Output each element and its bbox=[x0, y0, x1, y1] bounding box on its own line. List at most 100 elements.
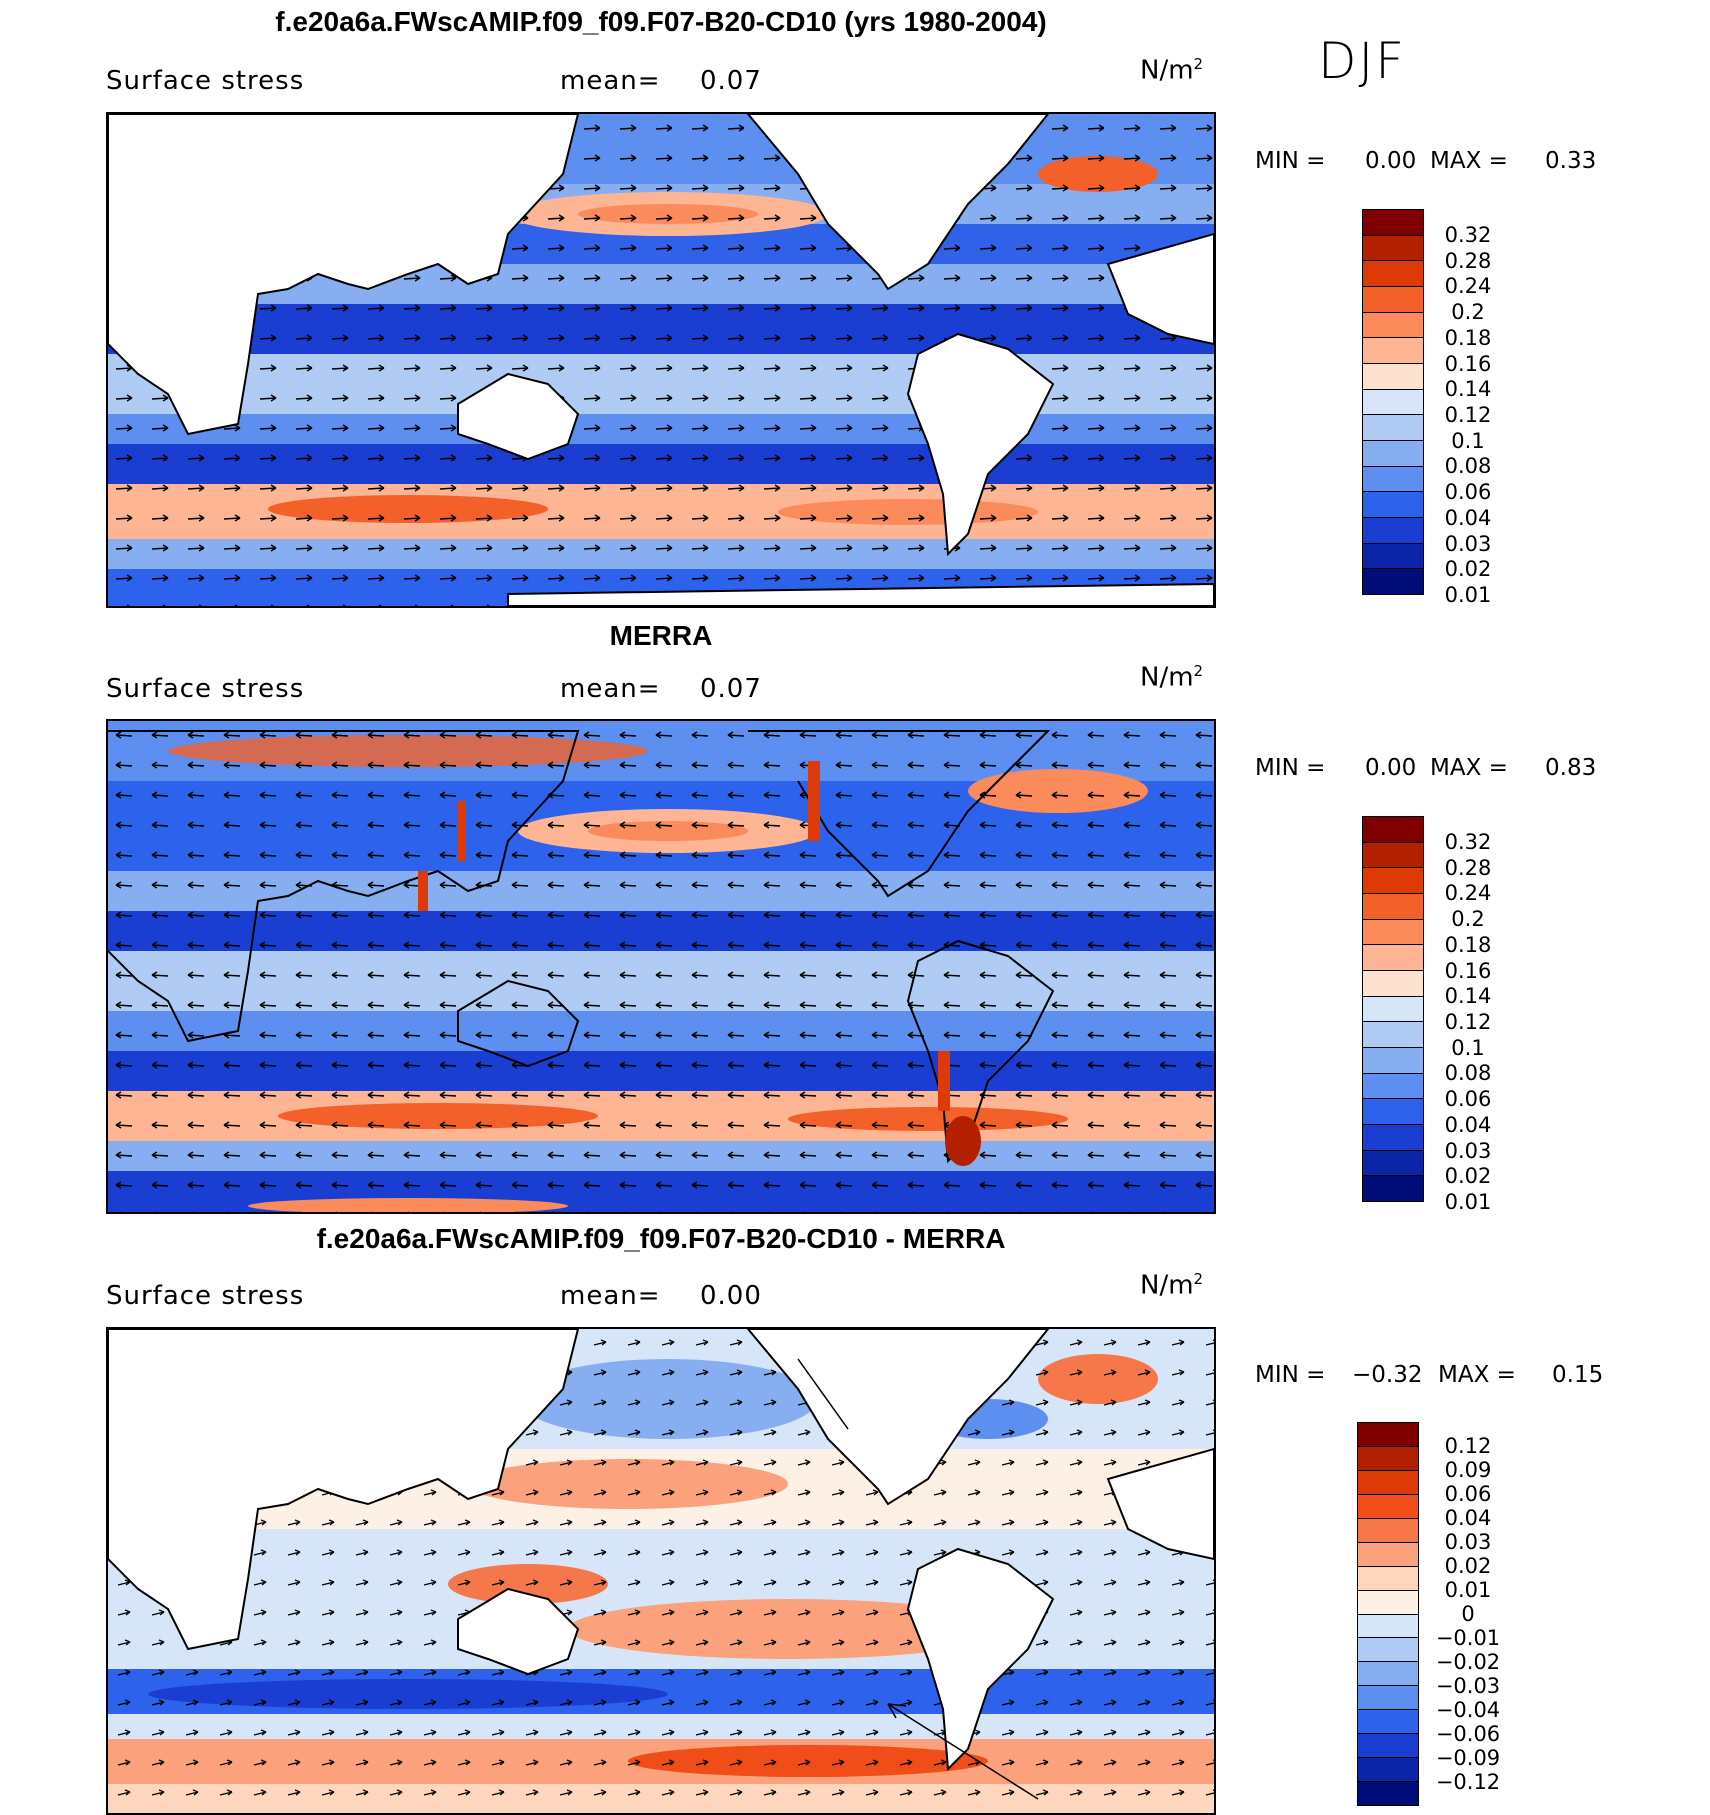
colorbar-swatch bbox=[1358, 1661, 1418, 1686]
colorbar-label: 0.18 bbox=[1444, 932, 1492, 957]
colorbar-label: −0.03 bbox=[1435, 1674, 1501, 1698]
colorbar-swatch bbox=[1363, 542, 1423, 569]
colorbar-swatch bbox=[1363, 440, 1423, 466]
colorbar-swatch bbox=[1363, 867, 1423, 894]
panel3-mean-value: 0.00 bbox=[700, 1281, 762, 1311]
panel3-max-value: 0.15 bbox=[1552, 1362, 1604, 1388]
colorbar-label: 0.01 bbox=[1444, 583, 1492, 608]
colorbar-label: 0.02 bbox=[1444, 1164, 1492, 1189]
panel2-max-value: 0.83 bbox=[1545, 755, 1597, 781]
colorbar-swatch bbox=[1363, 841, 1423, 868]
colorbar-label: 0.03 bbox=[1444, 531, 1492, 556]
panel2-mean-label: mean= bbox=[560, 674, 661, 704]
colorbar-label: −0.09 bbox=[1435, 1746, 1501, 1770]
colorbar-swatch bbox=[1363, 210, 1423, 235]
colorbar-swatch bbox=[1363, 1175, 1423, 1202]
panel1-max-value: 0.33 bbox=[1545, 148, 1597, 174]
colorbar-label: 0.16 bbox=[1444, 351, 1492, 376]
colorbar-label: −0.01 bbox=[1435, 1626, 1501, 1650]
colorbar-label: 0.12 bbox=[1444, 1434, 1492, 1458]
colorbar-label: 0.2 bbox=[1451, 907, 1485, 932]
panel3-colorbar-labels: 0.12 0.09 0.06 0.04 0.03 0.02 0.01 0 −0.01 −0.02−… bbox=[1433, 1434, 1513, 1794]
colorbar-label: 0.12 bbox=[1444, 1010, 1492, 1035]
colorbar-label: 0.18 bbox=[1444, 325, 1492, 350]
panel1-min-label: MIN = bbox=[1255, 148, 1326, 174]
colorbar-swatch bbox=[1363, 363, 1423, 389]
panel3-units: N/m2 bbox=[1140, 1270, 1204, 1301]
panel2-map bbox=[106, 719, 1216, 1214]
colorbar-label: 0.06 bbox=[1444, 1087, 1492, 1112]
panel3-colorbar bbox=[1357, 1422, 1419, 1806]
colorbar-label: −0.04 bbox=[1435, 1698, 1501, 1722]
colorbar-swatch bbox=[1363, 1098, 1423, 1125]
colorbar-label: 0.03 bbox=[1444, 1530, 1492, 1554]
panel3-map-canvas bbox=[108, 1329, 1214, 1813]
colorbar-swatch bbox=[1363, 1021, 1423, 1048]
colorbar-swatch bbox=[1358, 1613, 1418, 1638]
colorbar-label: 0.04 bbox=[1444, 1506, 1492, 1530]
panel1-title: f.e20a6a.FWscAMIP.f09_f09.F07-B20-CD10 (… bbox=[275, 6, 1047, 37]
colorbar-swatch bbox=[1358, 1757, 1418, 1782]
colorbar-swatch bbox=[1363, 893, 1423, 919]
colorbar-swatch bbox=[1358, 1541, 1418, 1566]
panel2-variable: Surface stress bbox=[106, 674, 305, 704]
colorbar-swatch bbox=[1363, 234, 1423, 261]
colorbar-swatch bbox=[1363, 286, 1423, 312]
colorbar-swatch bbox=[1358, 1565, 1418, 1590]
colorbar-label: 0.04 bbox=[1444, 505, 1492, 530]
season-label: DJF bbox=[1318, 32, 1407, 90]
colorbar-label: 0.14 bbox=[1444, 377, 1492, 402]
colorbar-label: −0.12 bbox=[1435, 1770, 1501, 1794]
panel2-mean-value: 0.07 bbox=[700, 674, 762, 704]
colorbar-swatch bbox=[1363, 260, 1423, 287]
colorbar-label: 0.28 bbox=[1444, 855, 1492, 880]
panel1-map bbox=[106, 112, 1216, 608]
colorbar-swatch bbox=[1358, 1445, 1418, 1470]
colorbar-label: 0.12 bbox=[1444, 403, 1492, 428]
colorbar-label: 0.08 bbox=[1444, 1061, 1492, 1086]
colorbar-label: 0.03 bbox=[1444, 1138, 1492, 1163]
panel1-colorbar-labels: 0.32 0.28 0.24 0.2 0.18 0.16 0.14 0.12 0.1 0.08 0.… bbox=[1433, 223, 1503, 609]
colorbar-label: 0.24 bbox=[1444, 274, 1492, 299]
colorbar-swatch bbox=[1363, 388, 1423, 415]
panel2-min-label: MIN = bbox=[1255, 755, 1326, 781]
panel3-map bbox=[106, 1327, 1216, 1815]
colorbar-swatch bbox=[1358, 1493, 1418, 1518]
colorbar-swatch bbox=[1363, 1047, 1423, 1073]
colorbar-swatch bbox=[1363, 1072, 1423, 1099]
colorbar-label: 0.06 bbox=[1444, 1482, 1492, 1506]
colorbar-label: 0.2 bbox=[1451, 300, 1485, 325]
colorbar-swatch bbox=[1358, 1517, 1418, 1542]
colorbar-swatch bbox=[1363, 491, 1423, 518]
panel2-colorbar bbox=[1362, 816, 1424, 1202]
panel1-mean-label: mean= bbox=[560, 66, 661, 96]
colorbar-swatch bbox=[1363, 414, 1423, 441]
panel2-map-canvas bbox=[108, 721, 1214, 1212]
panel2-units: N/m2 bbox=[1140, 662, 1204, 693]
colorbar-label: 0.02 bbox=[1444, 557, 1492, 582]
panel1-map-canvas bbox=[108, 114, 1214, 606]
colorbar-label: 0.16 bbox=[1444, 958, 1492, 983]
colorbar-swatch bbox=[1363, 311, 1423, 338]
panel1-units: N/m2 bbox=[1140, 55, 1204, 86]
panel3-mean-label: mean= bbox=[560, 1281, 661, 1311]
colorbar-label: 0.32 bbox=[1444, 223, 1492, 247]
colorbar-swatch bbox=[1363, 465, 1423, 492]
colorbar-label: 0.09 bbox=[1444, 1458, 1492, 1482]
colorbar-swatch bbox=[1358, 1637, 1418, 1662]
panel1-variable: Surface stress bbox=[106, 66, 305, 96]
colorbar-label: 0.08 bbox=[1444, 454, 1492, 479]
colorbar-label: 0.06 bbox=[1444, 480, 1492, 505]
colorbar-swatch bbox=[1358, 1423, 1418, 1446]
panel2-min-value: 0.00 bbox=[1365, 755, 1417, 781]
panel2-title: MERRA bbox=[609, 620, 713, 651]
panel1-mean-value: 0.07 bbox=[700, 66, 762, 96]
colorbar-label: 0.24 bbox=[1444, 881, 1492, 906]
colorbar-label: 0.1 bbox=[1451, 1035, 1485, 1060]
colorbar-label: 0.14 bbox=[1444, 984, 1492, 1009]
colorbar-swatch bbox=[1358, 1685, 1418, 1710]
colorbar-swatch bbox=[1363, 568, 1423, 595]
colorbar-swatch bbox=[1358, 1589, 1418, 1614]
colorbar-swatch bbox=[1363, 817, 1423, 842]
colorbar-label: 0.01 bbox=[1444, 1578, 1492, 1602]
